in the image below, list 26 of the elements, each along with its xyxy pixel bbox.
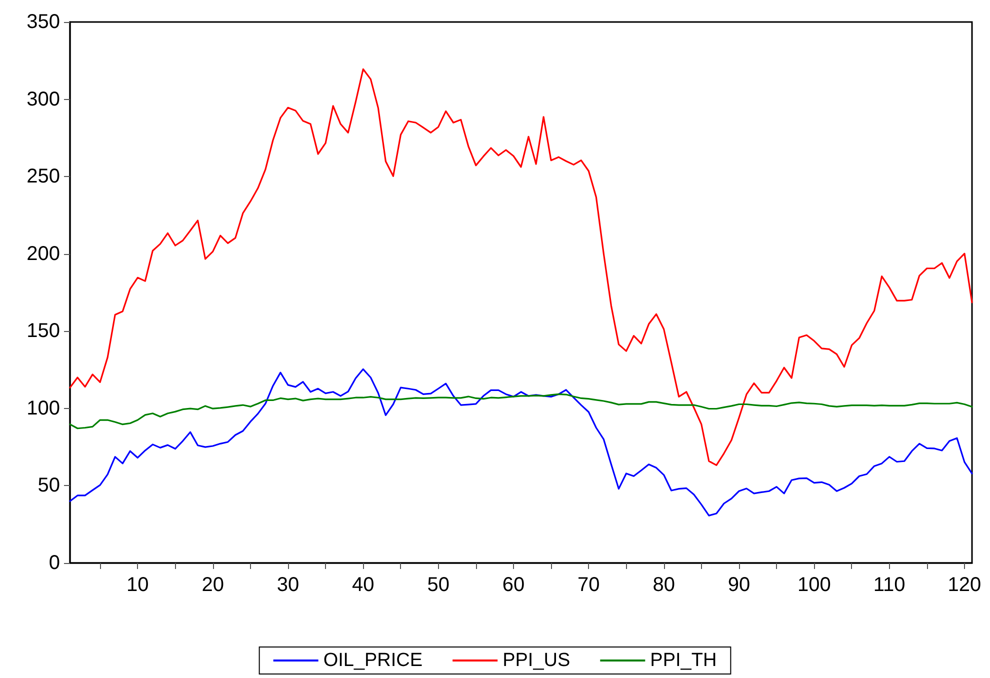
x-tick-label: 80 — [652, 574, 675, 596]
legend-label: OIL_PRICE — [323, 650, 423, 671]
line-series — [69, 368, 973, 516]
x-tick-label: 60 — [502, 574, 525, 596]
x-tick-label: 10 — [126, 574, 149, 596]
y-tick-label: 0 — [48, 552, 60, 574]
y-tick-label: 300 — [26, 88, 60, 110]
x-tick-label: 70 — [578, 574, 600, 596]
y-tick-label: 250 — [26, 166, 60, 188]
x-tick-label: 110 — [873, 574, 906, 596]
x-tick-label: 90 — [728, 574, 750, 596]
line-series — [69, 393, 973, 430]
y-tick-label: 150 — [26, 320, 60, 342]
x-tick-label: 20 — [202, 574, 224, 596]
line-series — [69, 68, 973, 466]
x-tick-label: 100 — [797, 574, 831, 596]
legend-label: PPI_US — [502, 650, 570, 671]
x-tick-label: 40 — [352, 574, 374, 596]
x-tick-label: 50 — [427, 574, 450, 596]
legend-label: PPI_TH — [650, 650, 717, 671]
x-tick-label: 120 — [948, 574, 982, 596]
y-tick-label: 200 — [26, 242, 60, 265]
x-tick-label: 30 — [276, 574, 300, 596]
y-tick-label: 100 — [26, 397, 60, 420]
y-tick-label: 50 — [38, 474, 60, 497]
y-tick-label: 350 — [26, 11, 60, 33]
